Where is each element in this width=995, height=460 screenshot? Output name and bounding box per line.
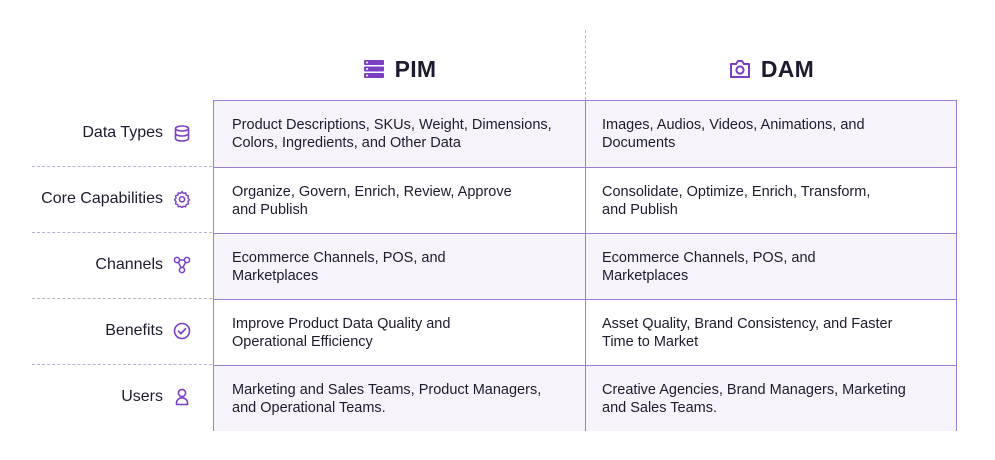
dam-cell: Asset Quality, Brand Consistency, and Fa… xyxy=(586,300,956,366)
pim-cell: Ecommerce Channels, POS, and Marketplace… xyxy=(214,234,586,300)
dam-column-header: DAM xyxy=(586,50,957,88)
database-icon xyxy=(173,124,191,142)
network-nodes-icon xyxy=(173,256,191,274)
row-label-text: Benefits xyxy=(105,322,163,339)
check-circle-icon xyxy=(173,322,191,340)
dam-cell: Ecommerce Channels, POS, and Marketplace… xyxy=(586,234,956,300)
cell-text: Consolidate, Optimize, Enrich, Transform… xyxy=(602,184,871,218)
table-row: Marketing and Sales Teams, Product Manag… xyxy=(214,365,956,431)
cell-text: Ecommerce Channels, POS, and Marketplace… xyxy=(232,250,446,284)
row-label-text: Users xyxy=(121,388,163,405)
dam-cell: Creative Agencies, Brand Managers, Marke… xyxy=(586,366,956,431)
row-label-benefits: Benefits xyxy=(0,298,213,364)
camera-icon xyxy=(729,60,750,78)
table-row: Organize, Govern, Enrich, Review, Approv… xyxy=(214,167,956,234)
row-separator xyxy=(32,232,212,233)
table-row: Improve Product Data Quality and Operati… xyxy=(214,299,956,366)
user-icon xyxy=(173,388,191,406)
row-label-text: Core Capabilities xyxy=(41,190,163,207)
dam-header-label: DAM xyxy=(760,55,815,82)
pim-cell: Organize, Govern, Enrich, Review, Approv… xyxy=(214,168,586,234)
database-list-icon xyxy=(363,60,384,78)
dam-cell: Consolidate, Optimize, Enrich, Transform… xyxy=(586,168,956,234)
row-separator xyxy=(32,298,212,299)
row-label-users: Users xyxy=(0,364,213,430)
pim-column-header: PIM xyxy=(213,50,586,88)
cell-text: Ecommerce Channels, POS, and Marketplace… xyxy=(602,250,816,284)
row-separator xyxy=(32,364,212,365)
row-separator xyxy=(32,166,212,167)
row-label-core-capabilities: Core Capabilities xyxy=(0,166,213,232)
row-label-channels: Channels xyxy=(0,232,213,298)
pim-cell: Improve Product Data Quality and Operati… xyxy=(214,300,586,366)
header-divider xyxy=(585,30,586,100)
cell-text: Organize, Govern, Enrich, Review, Approv… xyxy=(232,184,512,218)
row-label-text: Data Types xyxy=(82,124,163,141)
cell-text: Product Descriptions, SKUs, Weight, Dime… xyxy=(232,117,552,151)
cell-text: Images, Audios, Videos, Animations, and … xyxy=(602,117,865,151)
table-row: Ecommerce Channels, POS, and Marketplace… xyxy=(214,233,956,300)
comparison-table: Product Descriptions, SKUs, Weight, Dime… xyxy=(213,100,957,431)
dam-cell: Images, Audios, Videos, Animations, and … xyxy=(586,101,956,167)
cell-text: Improve Product Data Quality and Operati… xyxy=(232,316,451,350)
cell-text: Marketing and Sales Teams, Product Manag… xyxy=(232,381,542,416)
gear-icon xyxy=(173,190,191,208)
row-label-data-types: Data Types xyxy=(0,100,213,166)
cell-text: Creative Agencies, Brand Managers, Marke… xyxy=(602,381,906,416)
table-row: Product Descriptions, SKUs, Weight, Dime… xyxy=(214,101,956,167)
pim-cell: Marketing and Sales Teams, Product Manag… xyxy=(214,366,586,431)
pim-header-label: PIM xyxy=(394,55,437,82)
pim-cell: Product Descriptions, SKUs, Weight, Dime… xyxy=(214,101,586,167)
cell-text: Asset Quality, Brand Consistency, and Fa… xyxy=(602,316,893,350)
row-label-text: Channels xyxy=(95,256,163,273)
